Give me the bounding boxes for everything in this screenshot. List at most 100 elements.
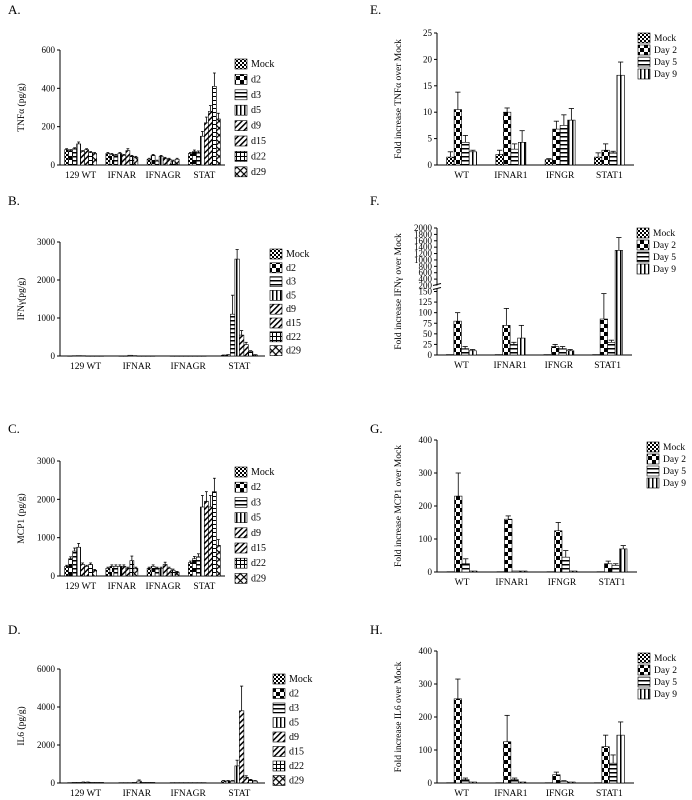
- bar-wt-day-2: [453, 109, 462, 166]
- bar-129-wt-d9: [85, 355, 91, 357]
- bar-wt-day-9: [469, 570, 478, 573]
- x-tick-label: STAT: [193, 582, 215, 592]
- y-tick-label: 1400: [414, 242, 433, 252]
- legend-label: Day 9: [654, 70, 677, 80]
- legend-swatch-d9: [234, 527, 248, 539]
- bar-stat-d9: [239, 710, 245, 784]
- bar-stat1-day-9: [616, 74, 625, 166]
- bar-stat1-day-5: [607, 341, 616, 356]
- bar-stat1-mock: [594, 782, 603, 784]
- legend-label: Mock: [251, 59, 274, 70]
- bar-129-wt-d2: [68, 558, 73, 577]
- y-tick-label: 200: [419, 501, 433, 511]
- legend-swatch-d29: [234, 573, 248, 584]
- panel-label: E.: [370, 2, 381, 17]
- y-axis-label: IL6 (pg/g): [16, 706, 27, 745]
- legend-swatch-d29: [234, 166, 248, 178]
- bar-129-wt-mock: [67, 355, 73, 357]
- bar-ifnagr-mock: [169, 355, 175, 357]
- x-tick-label: IFNAGR: [145, 171, 181, 181]
- bar-129-wt-d29: [92, 569, 97, 577]
- bar-ifnar-d29: [150, 782, 156, 784]
- bar-ifngr-mock: [546, 571, 555, 573]
- bar-ifnagr-d29: [174, 158, 180, 166]
- bar-ifnar-d2: [123, 355, 129, 357]
- bar-ifnar-d3: [113, 155, 119, 166]
- legend-label: d5: [289, 718, 299, 729]
- y-tick-label: 400: [419, 435, 433, 445]
- legend-label: d3: [251, 90, 261, 101]
- bar-ifngr-day-5: [559, 781, 568, 784]
- legend-label: d3: [286, 277, 296, 288]
- bar-stat-d5: [234, 258, 240, 357]
- bar-ifnar1-day-2: [503, 111, 512, 166]
- y-tick-label: 600: [419, 268, 433, 278]
- bar-stat1-day-9: [616, 734, 625, 784]
- legend-label: Day 9: [663, 479, 686, 489]
- bar-129-wt-d3: [72, 550, 77, 577]
- legend-label: Mock: [289, 674, 312, 685]
- chart-panel-c: C. 0 1000 2000 3000 MCP1 (pg/g) 129 WT IFNAR IFN…: [8, 421, 274, 592]
- x-tick-label: IFNAGR: [170, 789, 206, 799]
- bar-stat-d22: [248, 779, 254, 784]
- x-tick-label: WT: [454, 171, 469, 181]
- bar-129-wt-d15: [84, 566, 89, 577]
- y-tick-label: 20: [423, 54, 433, 64]
- y-tick-label: 1000: [414, 255, 433, 265]
- y-tick-label: 0: [51, 351, 56, 361]
- bar-stat1-mock: [592, 354, 601, 356]
- bar-ifnar-d15: [141, 782, 147, 784]
- bar-stat1-day-2: [604, 563, 613, 573]
- legend-swatch-mock: [272, 673, 286, 685]
- bar-wt-day-5: [461, 563, 470, 573]
- bar-ifnagr-mock: [146, 568, 152, 577]
- legend-label: Mock: [654, 34, 676, 44]
- bar-ifnagr-d9: [187, 782, 193, 784]
- axis-break-mark: [432, 287, 442, 290]
- bar-ifnar1-day-5: [510, 148, 519, 166]
- legend-label: d15: [289, 747, 304, 758]
- panel-label: F.: [370, 193, 379, 208]
- y-tick-label: 0: [51, 778, 56, 788]
- bar-stat1-day-9: [614, 250, 623, 356]
- bar-ifnagr-d15: [166, 158, 172, 166]
- legend-label: d15: [251, 543, 266, 554]
- y-tick-label: 50: [423, 329, 433, 339]
- legend-label: d2: [251, 74, 261, 85]
- bar-ifnar1-day-2: [502, 325, 511, 356]
- legend-label: Day 9: [653, 265, 676, 275]
- bar-stat-d29: [252, 780, 258, 784]
- bar-ifnagr-d29: [174, 571, 180, 577]
- y-axis-label: TNFα (pg/g): [16, 83, 27, 132]
- panel-label: G.: [370, 421, 383, 436]
- legend-swatch-mock: [269, 248, 283, 260]
- y-axis-label: Fold increase IL6 over Mock: [394, 661, 404, 772]
- bar-ifnar-d5: [132, 355, 138, 357]
- legend-swatch-d15: [269, 317, 283, 329]
- legend-label: d5: [251, 513, 261, 524]
- panel-label: D.: [8, 622, 21, 637]
- bar-stat-d29: [216, 545, 221, 577]
- legend-swatch-d2: [272, 688, 286, 699]
- bar-ifnagr-d2: [150, 155, 156, 166]
- bar-stat-d3: [230, 313, 236, 357]
- x-tick-label: STAT1: [594, 361, 621, 371]
- bar-ifnagr-d5: [158, 568, 164, 577]
- x-tick-label: IFNGR: [546, 789, 575, 799]
- bar-ifnar-d3: [127, 354, 133, 357]
- legend-swatch-d22: [234, 151, 248, 162]
- bar-129-wt-d5: [76, 546, 81, 577]
- y-axis-label: MCP1 (pg/g): [16, 493, 27, 543]
- bar-stat-d22: [212, 86, 217, 166]
- legend-swatch-mock: [637, 32, 651, 44]
- legend-label: Mock: [653, 229, 675, 239]
- bar-wt-mock: [446, 571, 455, 573]
- bar-stat1-day-2: [601, 746, 610, 784]
- x-tick-label: 129 WT: [65, 171, 96, 181]
- y-axis-label: Fold increase MCP1 over Mock: [394, 445, 404, 567]
- x-tick-label: IFNAR: [123, 789, 152, 799]
- bar-ifnagr-d29: [201, 782, 207, 784]
- legend-swatch-mock: [234, 58, 248, 70]
- legend-swatch-d29: [269, 345, 283, 356]
